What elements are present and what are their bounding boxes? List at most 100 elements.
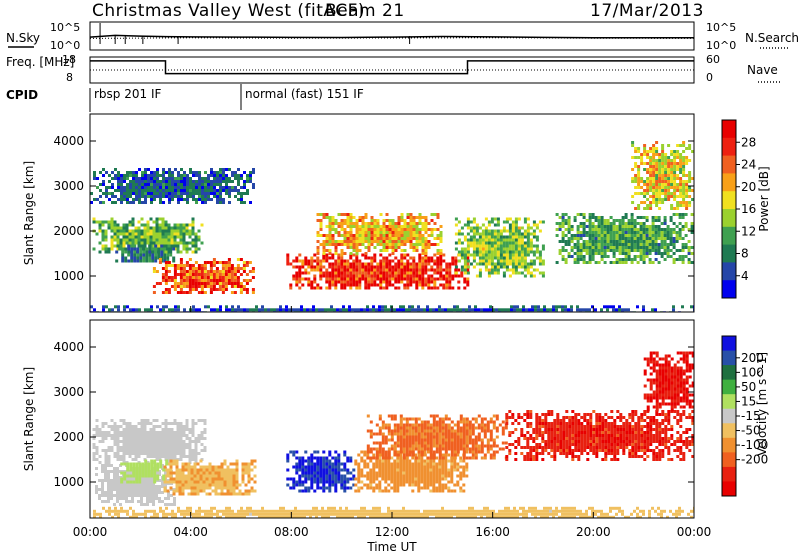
power-cell <box>179 267 183 270</box>
velocity-cell <box>155 449 159 452</box>
power-cell <box>173 267 177 270</box>
power-cell <box>403 262 407 266</box>
power-cell <box>282 308 285 312</box>
power-cell <box>640 180 644 183</box>
power-cell <box>627 234 631 237</box>
power-cell <box>576 308 579 312</box>
velocity-cell <box>340 486 344 490</box>
velocity-cell <box>131 485 134 488</box>
velocity-cell <box>202 465 206 469</box>
power-cell <box>251 276 255 279</box>
power-cell <box>144 168 147 171</box>
power-cell <box>230 285 234 288</box>
power-cell <box>511 223 515 227</box>
power-cell <box>165 171 168 174</box>
power-cell <box>618 222 622 225</box>
power-cell <box>520 235 524 239</box>
velocity-cell <box>159 459 163 463</box>
power-cell <box>541 259 545 263</box>
power-cell <box>633 258 637 261</box>
power-cell <box>654 252 658 255</box>
power-cell <box>505 256 509 260</box>
power-cell <box>487 229 491 233</box>
power-cell <box>307 283 311 287</box>
velocity-cell <box>140 419 144 422</box>
power-cell <box>624 231 628 234</box>
power-cell <box>582 240 586 243</box>
power-cell <box>180 183 183 186</box>
power-cell <box>391 240 395 243</box>
power-cell <box>573 234 577 237</box>
power-cell <box>412 274 416 278</box>
power-cell <box>346 237 350 240</box>
power-cell <box>642 308 645 312</box>
power-colorbar-swatch <box>722 120 736 139</box>
power-cell <box>681 249 685 252</box>
power-cell <box>201 180 204 183</box>
velocity-cell <box>129 465 133 469</box>
power-cell <box>624 246 628 249</box>
power-cell <box>676 165 680 168</box>
power-cell <box>690 213 694 216</box>
power-cell <box>564 308 567 312</box>
velocity-cell <box>150 468 154 472</box>
power-cell <box>460 247 464 251</box>
power-cell <box>646 168 650 171</box>
power-cell <box>576 228 580 231</box>
velocity-cell <box>110 494 113 497</box>
power-cell <box>394 265 398 269</box>
power-cell <box>618 249 622 252</box>
velocity-cell <box>205 477 209 481</box>
velocity-cell <box>325 459 329 463</box>
power-cell <box>481 256 485 260</box>
velocity-cell <box>190 477 194 481</box>
power-cell <box>325 286 329 290</box>
velocity-cell <box>131 446 135 449</box>
velocity-cell <box>182 434 186 437</box>
power-cell <box>372 308 375 312</box>
velocity-cell <box>128 449 132 452</box>
power-cell <box>143 238 147 242</box>
velocity-cell <box>208 471 212 475</box>
power-cell <box>301 262 305 266</box>
power-cell <box>144 201 147 204</box>
power-cell <box>388 246 392 249</box>
power-cell <box>337 231 341 234</box>
velocity-cell <box>172 480 176 484</box>
power-cell <box>132 180 135 183</box>
velocity-cell <box>169 465 173 469</box>
power-cell <box>224 276 228 279</box>
power-cell <box>535 247 539 251</box>
power-cell <box>631 144 635 147</box>
power-cell <box>673 183 677 186</box>
velocity-cell <box>322 471 326 475</box>
power-cell <box>532 259 536 263</box>
velocity-cell <box>190 480 194 484</box>
power-cell <box>582 228 586 231</box>
velocity-cell <box>179 455 183 458</box>
power-cell <box>484 241 488 245</box>
power-cell <box>104 247 108 251</box>
power-cell <box>170 279 174 282</box>
power-cell <box>138 180 141 183</box>
power-cell <box>242 285 246 288</box>
power-cell <box>225 183 228 186</box>
power-cell <box>331 253 335 257</box>
power-cell <box>573 216 577 219</box>
power-cell <box>510 305 513 309</box>
velocity-cell <box>134 446 138 449</box>
velocity-cell <box>235 477 239 481</box>
power-cell <box>508 247 512 251</box>
power-cell <box>615 219 619 222</box>
power-cell <box>660 237 664 240</box>
power-cell <box>206 270 210 273</box>
power-cell <box>666 246 670 249</box>
power-cell <box>457 229 461 233</box>
power-cell <box>655 165 659 168</box>
velocity-cell <box>190 474 194 478</box>
velocity-cell <box>135 465 139 469</box>
power-cell <box>502 229 506 233</box>
power-cell <box>454 271 458 275</box>
velocity-cell <box>173 503 176 506</box>
power-cell <box>627 237 631 240</box>
